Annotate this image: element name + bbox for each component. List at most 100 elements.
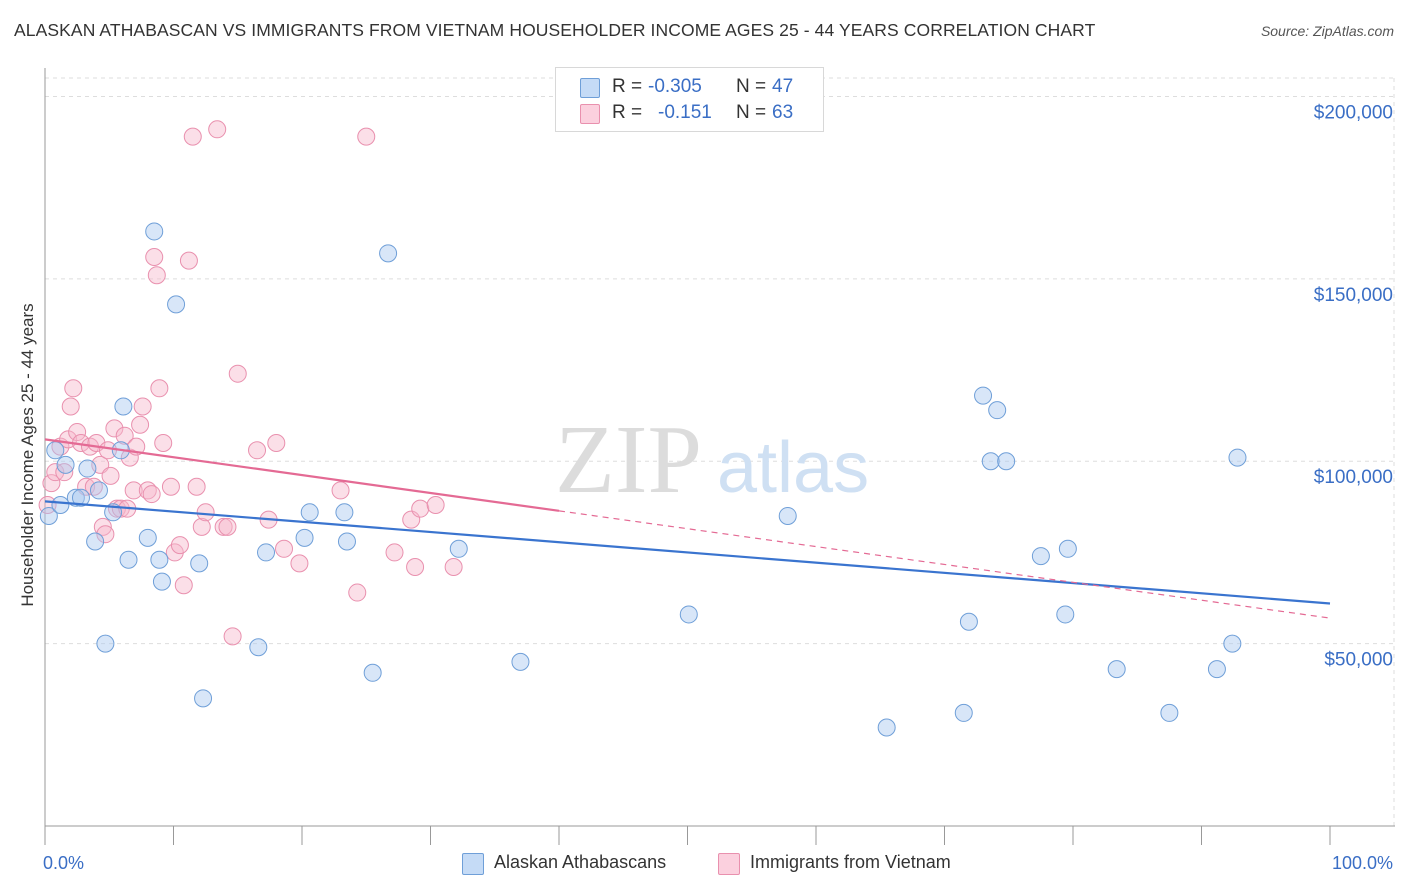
data-point (1031, 547, 1050, 566)
legend-n-value: 63 (772, 102, 794, 123)
data-point (96, 525, 115, 544)
data-point (138, 528, 157, 547)
data-point (147, 266, 166, 285)
data-point (124, 481, 143, 500)
data-point (249, 638, 268, 657)
data-point (119, 550, 138, 569)
data-point (1107, 660, 1126, 679)
data-point (406, 558, 425, 577)
data-point (115, 426, 134, 445)
data-point (120, 448, 139, 467)
data-point (161, 477, 180, 496)
data-point (411, 499, 430, 518)
data-point (778, 506, 797, 525)
data-point (145, 222, 164, 241)
data-point (954, 703, 973, 722)
data-point (295, 528, 314, 547)
series-legend: Alaskan Athabascans Immigrants from Viet… (0, 852, 1406, 876)
y-tick-labels: $50,000 $100,000 $150,000 $200,000 (1314, 102, 1393, 670)
data-point (152, 572, 171, 591)
data-point (208, 120, 227, 139)
data-point (1160, 703, 1179, 722)
x-tick-label: 100.0% (1332, 853, 1393, 873)
data-point (335, 503, 354, 522)
data-point (1223, 634, 1242, 653)
data-point (190, 554, 209, 573)
data-point (174, 576, 193, 595)
data-point (300, 503, 319, 522)
data-point (96, 634, 115, 653)
data-point (86, 532, 105, 551)
data-point (257, 543, 276, 562)
y-axis-label: Householder Income Ages 25 - 44 years (18, 303, 37, 606)
data-point (337, 532, 356, 551)
data-point (877, 718, 896, 737)
data-point (1228, 448, 1247, 467)
data-point (131, 415, 150, 434)
data-point (348, 583, 367, 602)
legend-n-label: N = (736, 102, 767, 123)
data-point (363, 663, 382, 682)
data-point (192, 517, 211, 536)
data-point (679, 605, 698, 624)
legend-r-label: R = (612, 102, 643, 123)
data-point (290, 554, 309, 573)
data-point (997, 452, 1016, 471)
data-point (46, 441, 65, 460)
data-point (84, 477, 103, 496)
data-point (959, 612, 978, 631)
data-point (218, 517, 237, 536)
trendlines (44, 438, 1331, 619)
y-tick-label: $200,000 (1314, 102, 1393, 123)
data-point (105, 419, 124, 438)
data-point (511, 652, 530, 671)
trendline-alaskan-athabascans (44, 500, 1331, 605)
data-point (154, 434, 173, 452)
data-point (187, 477, 206, 496)
legend-n-value: 47 (772, 76, 794, 97)
data-point (223, 627, 242, 646)
data-point (444, 558, 463, 577)
data-point (275, 539, 294, 558)
legend-swatch-blue (462, 853, 484, 875)
legend-swatch-pink (580, 104, 600, 124)
data-point (379, 244, 398, 263)
data-point (51, 496, 70, 515)
y-tick-label: $50,000 (1324, 650, 1393, 671)
data-point (357, 127, 376, 146)
legend-swatch-pink (718, 853, 740, 875)
legend-r-value: -0.305 (648, 76, 702, 97)
data-point (42, 474, 61, 493)
zipatlas-watermark: ZIP atlas (555, 406, 869, 514)
data-point (426, 496, 445, 515)
legend-label: Immigrants from Vietnam (750, 852, 951, 872)
source-credit: Source: ZipAtlas.com (1260, 23, 1394, 39)
data-point (988, 401, 1007, 420)
data-point (196, 503, 215, 522)
data-point (39, 506, 58, 525)
data-point (331, 481, 350, 500)
data-point (145, 247, 164, 266)
data-point (89, 481, 108, 500)
data-point (170, 536, 189, 555)
data-point (114, 397, 133, 416)
data-point (56, 455, 75, 474)
data-point (150, 379, 169, 398)
correlation-legend: R = -0.305 N = 47 R = -0.151 N = 63 (555, 67, 824, 132)
data-point (55, 463, 74, 482)
data-point (267, 434, 286, 452)
data-point (981, 452, 1000, 471)
data-point (68, 423, 87, 442)
data-point (167, 295, 186, 314)
data-point (449, 539, 468, 558)
data-point (71, 488, 90, 507)
data-point (974, 386, 993, 405)
series-immigrants-from-vietnam (38, 120, 463, 646)
trendline-immigrants-from-vietnam-extension (558, 510, 1331, 619)
data-point (385, 543, 404, 562)
legend-n-label: N = (736, 76, 767, 97)
data-point (133, 397, 152, 416)
data-point (66, 488, 85, 507)
data-point (64, 379, 83, 398)
